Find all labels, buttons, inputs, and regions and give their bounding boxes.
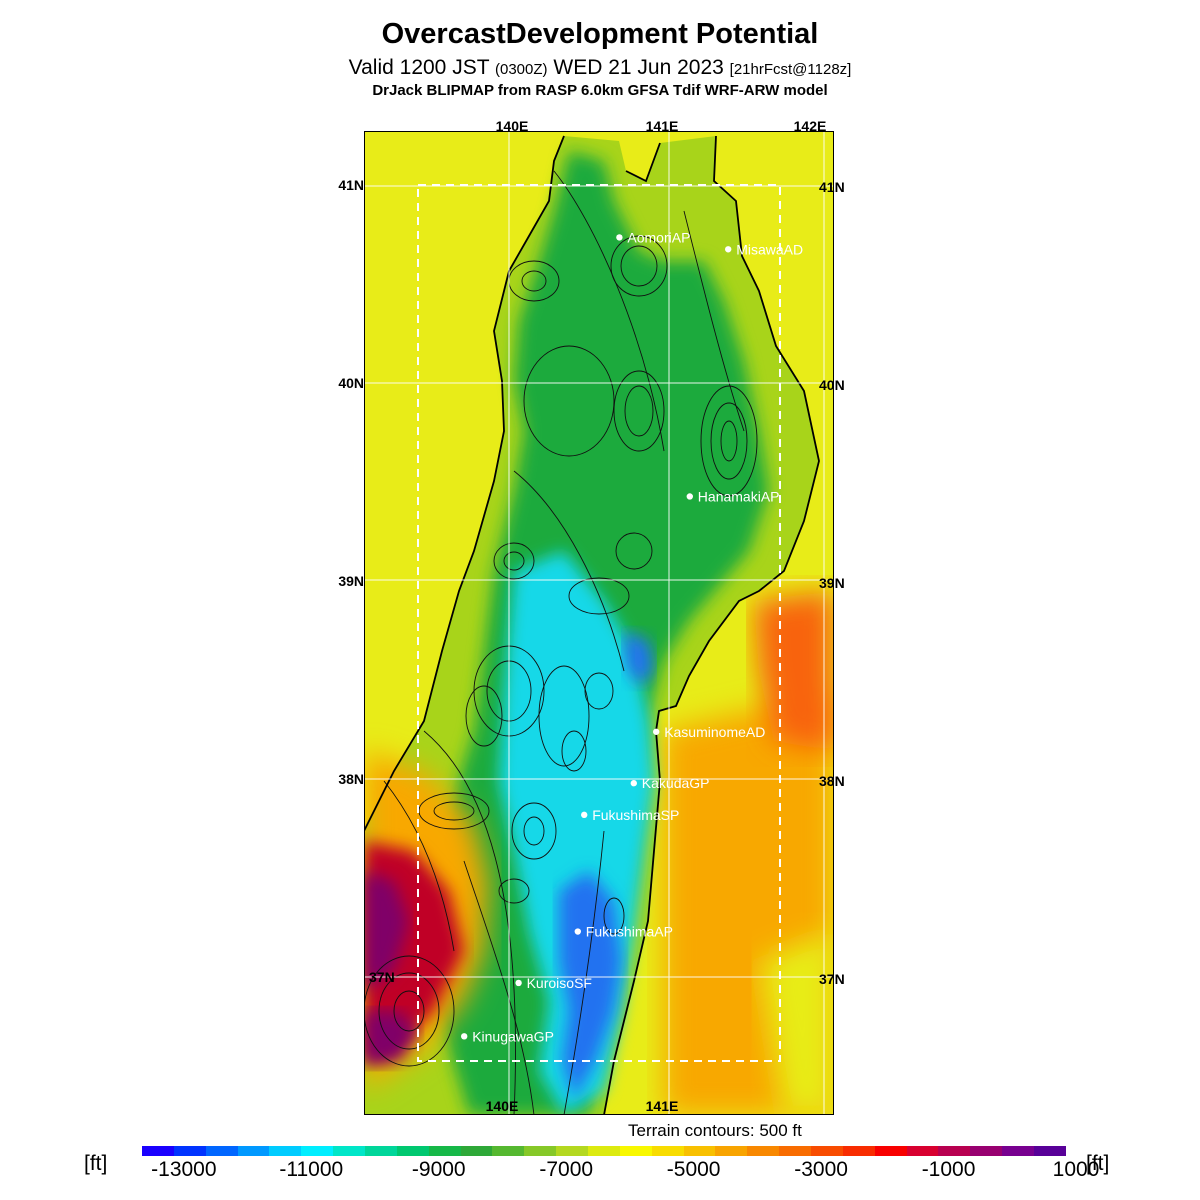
station-label: FukushimaAP: [586, 924, 673, 940]
valid-time-utc: (0300Z): [495, 61, 548, 78]
southwest-purple-core: [364, 871, 409, 991]
chart-subtitle: Valid 1200 JST (0300Z) WED 21 Jun 2023 […: [0, 56, 1200, 80]
colorbar-swatch: [365, 1146, 397, 1156]
station-label: KasuminomeAD: [664, 724, 765, 740]
colorbar-unit-left: [ft]: [84, 1152, 108, 1175]
colorbar-tick-label: -5000: [666, 1158, 721, 1181]
station-label: KuroisoSF: [527, 975, 592, 991]
valid-date: WED 21 Jun 2023: [553, 56, 724, 79]
lon-label-140e-bottom: 140E: [485, 1098, 519, 1114]
colorbar-swatch: [142, 1146, 174, 1156]
colorbar-tick-label: -3000: [794, 1158, 848, 1181]
station-label: KinugawaGP: [472, 1028, 554, 1044]
colorbar-swatch: [588, 1146, 620, 1156]
lat-label-40n-left: 40N: [338, 375, 364, 391]
colorbar-swatch: [779, 1146, 812, 1156]
station-dot: [653, 728, 660, 735]
colorbar-swatch: [842, 1146, 875, 1156]
station-label: HanamakiAP: [698, 488, 780, 504]
station-dot: [515, 979, 522, 987]
colorbar-swatch: [237, 1146, 270, 1156]
colorbar-swatch: [619, 1146, 652, 1156]
lon-label-141e-top: 141E: [645, 118, 679, 134]
colorbar-swatch: [651, 1146, 684, 1156]
lat-label-40n-right: 40N: [819, 377, 845, 393]
station-label: KakudaGP: [642, 775, 710, 791]
map-svg: AomoriAP MisawaAD HanamakiAP KasuminomeAD Ka…: [364, 131, 834, 1115]
map-frame: [364, 131, 834, 1115]
deepest-zone: [559, 871, 622, 1101]
colorbar-swatch: [970, 1146, 1003, 1156]
southwest-purple-core-2: [364, 1011, 419, 1066]
lat-label-41n-left: 41N: [338, 177, 364, 193]
colorbar-swatch: [460, 1146, 493, 1156]
colorbar-swatch: [492, 1146, 525, 1156]
colorbar-swatch: [524, 1146, 557, 1156]
valid-time: Valid 1200 JST: [348, 56, 490, 79]
chart-title: OvercastDevelopment Potential: [381, 18, 819, 50]
colorbar-swatch: [747, 1146, 780, 1156]
colorbar-tick-label: 1000: [1052, 1158, 1100, 1181]
model-description: DrJack BLIPMAP from RASP 6.0km GFSA Tdif…: [372, 82, 828, 99]
lat-label-41n-right: 41N: [819, 179, 845, 195]
lat-label-38n-right: 38N: [819, 773, 845, 789]
colorbar-swatch: [173, 1146, 206, 1156]
colorbar: [142, 1146, 1066, 1156]
colorbar-swatch: [906, 1146, 939, 1156]
colorbar-swatch: [938, 1146, 971, 1156]
colorbar-tick-label: -9000: [411, 1158, 466, 1181]
lat-label-39n-right: 39N: [819, 575, 845, 591]
station-dot: [725, 246, 732, 253]
colorbar-swatch: [396, 1146, 429, 1156]
lat-label-39n-left: 39N: [338, 573, 364, 589]
lat-label-37n-left: 37N: [369, 969, 395, 985]
deepest-zone-2: [624, 631, 654, 686]
colorbar-swatch: [556, 1146, 589, 1156]
station-dot: [574, 928, 581, 935]
colorbar-swatch: [301, 1146, 334, 1156]
colorbar-swatch: [1034, 1146, 1066, 1156]
colorbar-swatch: [269, 1146, 302, 1156]
coastline: [364, 135, 565, 832]
colorbar-tick-label: -7000: [539, 1158, 594, 1181]
forecast-info: [21hrFcst@1128z]: [729, 61, 852, 78]
station-dot: [630, 780, 637, 787]
station-dot: [686, 493, 693, 500]
colorbar-tick-label: -1000: [921, 1158, 976, 1181]
station-dot: [616, 234, 623, 241]
lon-label-141e-bottom: 141E: [645, 1098, 679, 1114]
colorbar-swatch: [874, 1146, 907, 1156]
lat-label-38n-left: 38N: [338, 771, 364, 787]
lat-label-37n-right: 37N: [819, 971, 845, 987]
colorbar-tick-label: -11000: [279, 1158, 344, 1181]
colorbar-unit-right: [ft]: [1086, 1152, 1110, 1175]
colorbar-swatch: [683, 1146, 716, 1156]
station-dot: [581, 811, 588, 819]
station-markers: AomoriAP MisawaAD HanamakiAP KasuminomeAD Ka…: [461, 229, 803, 1044]
colorbar-swatch: [1002, 1146, 1035, 1156]
analysis-box: [417, 184, 781, 1062]
colorbar-swatch: [333, 1146, 366, 1156]
station-label: FukushimaSP: [592, 807, 679, 823]
station-label: AomoriAP: [627, 229, 690, 245]
map-panel: AomoriAP MisawaAD HanamakiAP KasuminomeAD Ka…: [338, 118, 845, 1115]
station-dot: [461, 1033, 468, 1040]
pacific-hot-area: [754, 591, 834, 751]
colorbar-tick-label: -13000: [151, 1158, 217, 1181]
colorbar-swatch: [428, 1146, 461, 1156]
colorbar-swatch: [205, 1146, 238, 1156]
colorbar-swatch: [811, 1146, 843, 1156]
lon-label-140e-top: 140E: [495, 118, 529, 134]
terrain-contour-note: Terrain contours: 500 ft: [628, 1121, 802, 1140]
station-label: MisawaAD: [736, 241, 803, 257]
coastline-east: [603, 135, 820, 1115]
lon-label-142e-top: 142E: [793, 118, 827, 134]
colorbar-swatch: [715, 1146, 748, 1156]
